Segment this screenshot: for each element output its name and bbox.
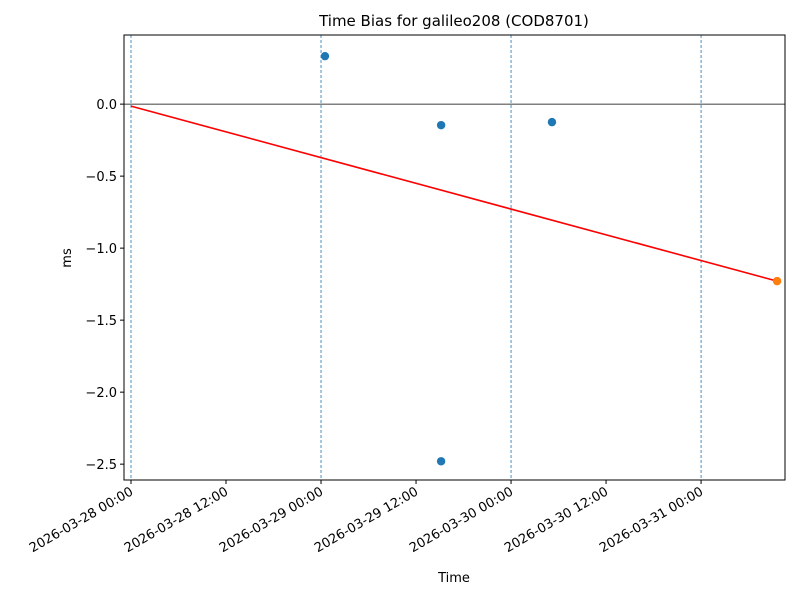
y-tick-label: −1.0	[85, 242, 117, 257]
x-tick-label: 2026-03-28 12:00	[122, 484, 231, 556]
data-point	[320, 51, 330, 61]
x-tick-label: 2026-03-30 12:00	[502, 484, 611, 556]
y-tick-label: −0.5	[85, 170, 117, 185]
y-tick-label: 0.0	[96, 98, 117, 113]
data-point	[436, 457, 446, 466]
y-tick-label: −1.5	[85, 314, 117, 329]
x-tick-label: 2026-03-29 00:00	[217, 484, 326, 556]
x-tick-label: 2026-03-31 00:00	[597, 484, 706, 556]
data-point	[436, 120, 446, 130]
y-tick-label: −2.0	[85, 386, 117, 401]
y-axis-label: ms	[60, 248, 75, 268]
data-point	[772, 276, 782, 286]
trend-line	[130, 105, 778, 282]
x-axis-label: Time	[437, 571, 470, 586]
x-tick-label: 2026-03-29 12:00	[312, 484, 421, 556]
data-point	[547, 117, 557, 127]
y-tick-label: −2.5	[85, 458, 117, 473]
x-tick-label: 2026-03-30 00:00	[407, 484, 516, 556]
chart-title: Time Bias for galileo208 (COD8701)	[318, 12, 589, 30]
x-tick-label: 2026-03-28 00:00	[27, 484, 136, 556]
plot-frame	[123, 34, 786, 481]
